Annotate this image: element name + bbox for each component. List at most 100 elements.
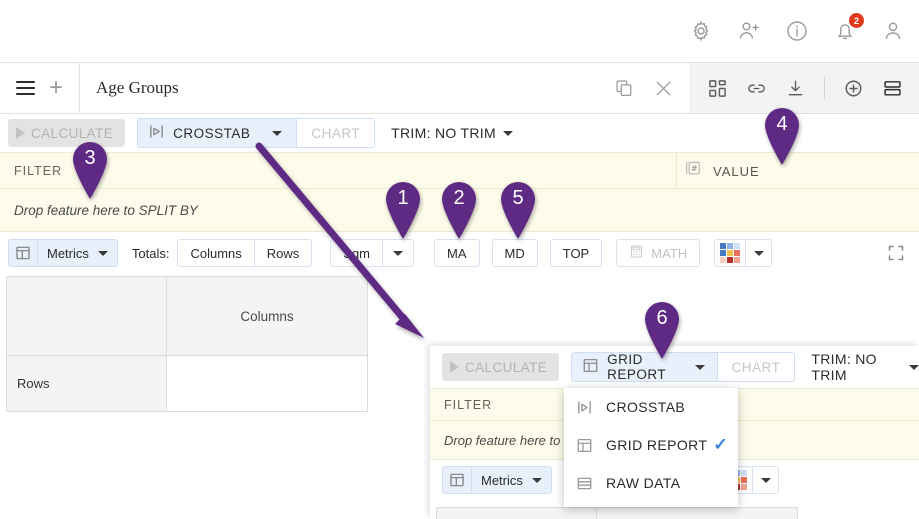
tab-tool-icons bbox=[690, 63, 919, 113]
overlay-chart-label: CHART bbox=[731, 359, 781, 375]
calculate-button[interactable]: CALCULATE bbox=[8, 119, 126, 147]
palette-dropdown-button[interactable] bbox=[753, 466, 780, 494]
tab-strip: + Age Groups bbox=[0, 62, 919, 114]
filter-split-by-area[interactable]: Drop feature here to SPLIT BY bbox=[0, 189, 919, 232]
number-field-icon: # bbox=[685, 160, 701, 183]
grid-report-label: GRID REPORT bbox=[607, 352, 667, 382]
segment-button[interactable]: Sgm bbox=[330, 239, 384, 267]
calculate-label: CALCULATE bbox=[31, 125, 114, 141]
grid-report-view-selector[interactable]: GRID REPORT bbox=[571, 352, 718, 382]
totals-label: Totals: bbox=[131, 245, 170, 261]
overlay-grid-preview[interactable] bbox=[436, 507, 798, 519]
math-button[interactable]: MATH bbox=[616, 239, 701, 267]
menu-item-raw-data[interactable]: RAW DATA bbox=[564, 464, 738, 502]
menu-item-label: GRID REPORT bbox=[606, 437, 708, 453]
view-type-selector-group: CROSSTAB CHART bbox=[137, 118, 376, 148]
annotation-pin-4: 4 bbox=[760, 104, 804, 166]
filter-label: FILTER bbox=[14, 163, 63, 178]
segment-dropdown-button[interactable] bbox=[382, 239, 415, 267]
ma-button[interactable]: MA bbox=[434, 239, 480, 267]
trim-selector[interactable]: TRIM: NO TRIM bbox=[391, 125, 513, 141]
notifications-bell-icon[interactable]: 2 bbox=[833, 13, 864, 43]
fullscreen-expand-icon[interactable] bbox=[887, 244, 905, 267]
settings-gear-icon[interactable] bbox=[689, 19, 713, 43]
report-grid-preview[interactable]: Columns Rows bbox=[6, 276, 368, 412]
user-account-icon[interactable] bbox=[881, 19, 905, 43]
totals-columns-label: Columns bbox=[190, 245, 242, 261]
color-palette-selector[interactable] bbox=[714, 239, 773, 267]
segment-label: Sgm bbox=[343, 245, 371, 261]
split-by-hint: Drop feature here to SPLIT BY bbox=[14, 203, 198, 218]
close-icon[interactable] bbox=[653, 78, 674, 99]
value-label: VALUE bbox=[713, 163, 760, 179]
ma-label: MA bbox=[447, 245, 467, 261]
view-type-dropdown-menu: CROSSTAB GRID REPORT ✓ RAW DATA bbox=[564, 388, 738, 507]
hamburger-menu-icon[interactable] bbox=[15, 81, 35, 95]
download-icon[interactable] bbox=[785, 78, 806, 99]
chevron-down-icon[interactable] bbox=[694, 364, 705, 370]
menu-item-crosstab[interactable]: CROSSTAB bbox=[564, 388, 738, 426]
menu-item-grid-report[interactable]: GRID REPORT ✓ bbox=[564, 426, 738, 464]
annotation-pin-label: 6 bbox=[656, 307, 668, 329]
calculator-icon bbox=[629, 244, 644, 262]
md-button[interactable]: MD bbox=[491, 239, 538, 267]
palette-dropdown-button[interactable] bbox=[746, 239, 773, 267]
global-top-bar: 2 bbox=[0, 0, 919, 62]
raw-data-icon bbox=[576, 475, 606, 492]
totals-rows-button[interactable]: Rows bbox=[253, 239, 313, 267]
overlay-metrics-selector[interactable]: Metrics bbox=[442, 466, 552, 494]
annotation-pin-label: 3 bbox=[84, 147, 96, 169]
notification-badge: 2 bbox=[849, 13, 864, 28]
overlay-calculate-button[interactable]: CALCULATE bbox=[442, 353, 560, 381]
trim-label: TRIM: NO TRIM bbox=[391, 125, 496, 141]
metrics-dropdown[interactable]: Metrics bbox=[38, 239, 118, 267]
metrics-selector[interactable]: Metrics bbox=[8, 239, 118, 267]
layout-panel-icon bbox=[8, 239, 38, 267]
chart-label: CHART bbox=[311, 125, 361, 141]
annotation-pin-3: 3 bbox=[68, 138, 112, 200]
grid-data-cell[interactable] bbox=[167, 356, 367, 411]
play-triangle-icon bbox=[16, 127, 25, 139]
overlay-trim-selector[interactable]: TRIM: NO TRIM bbox=[811, 351, 919, 383]
link-icon[interactable] bbox=[746, 78, 767, 99]
menu-item-label: RAW DATA bbox=[606, 475, 681, 491]
layout-panel-icon bbox=[442, 466, 472, 494]
math-label: MATH bbox=[651, 245, 688, 261]
top-button[interactable]: TOP bbox=[549, 239, 603, 267]
annotation-pin-6: 6 bbox=[640, 298, 684, 360]
metrics-label: Metrics bbox=[47, 245, 89, 261]
dashboard-grid-icon[interactable] bbox=[707, 78, 728, 99]
grid-columns-dropzone[interactable]: Columns bbox=[167, 277, 367, 355]
info-icon[interactable] bbox=[785, 19, 809, 43]
add-user-icon[interactable] bbox=[737, 19, 761, 43]
overlay-grid-corner-cell bbox=[437, 508, 597, 519]
metrics-toolbar: Metrics Totals: Columns Rows Sgm MA MD T… bbox=[0, 232, 919, 274]
play-triangle-icon bbox=[450, 361, 459, 373]
value-field-header[interactable]: # VALUE bbox=[676, 153, 919, 189]
annotation-pin-5: 5 bbox=[496, 178, 540, 240]
overlay-trim-label: TRIM: NO TRIM bbox=[811, 351, 877, 383]
chevron-down-icon bbox=[393, 250, 404, 256]
chevron-down-icon bbox=[760, 477, 771, 483]
grid-corner-cell[interactable] bbox=[7, 277, 167, 355]
overlay-calculate-label: CALCULATE bbox=[465, 359, 548, 375]
chevron-down-icon[interactable] bbox=[272, 130, 283, 136]
grid-rows-dropzone[interactable]: Rows bbox=[7, 356, 167, 411]
overlay-grid-columns-cell bbox=[597, 508, 797, 519]
palette-swatch-grid bbox=[720, 243, 741, 263]
layout-rows-icon[interactable] bbox=[882, 78, 903, 99]
overlay-split-by-area[interactable]: Drop feature here to S bbox=[430, 421, 919, 460]
overlay-metrics-dropdown[interactable]: Metrics bbox=[472, 466, 552, 494]
totals-columns-button[interactable]: Columns bbox=[177, 239, 255, 267]
add-circle-icon[interactable] bbox=[843, 78, 864, 99]
crosstab-view-selector[interactable]: CROSSTAB bbox=[137, 118, 298, 148]
chevron-down-icon bbox=[531, 477, 542, 483]
chart-view-selector[interactable]: CHART bbox=[297, 118, 376, 148]
overlay-chart-selector[interactable]: CHART bbox=[717, 352, 796, 382]
duplicate-icon[interactable] bbox=[614, 78, 635, 99]
overlay-analysis-toolbar: CALCULATE GRID REPORT CHART bbox=[430, 346, 919, 388]
plus-icon[interactable]: + bbox=[48, 74, 63, 101]
toolbar-divider bbox=[824, 77, 825, 99]
page-title: Age Groups bbox=[96, 78, 179, 97]
overlay-view-type-group: GRID REPORT CHART bbox=[571, 352, 796, 382]
